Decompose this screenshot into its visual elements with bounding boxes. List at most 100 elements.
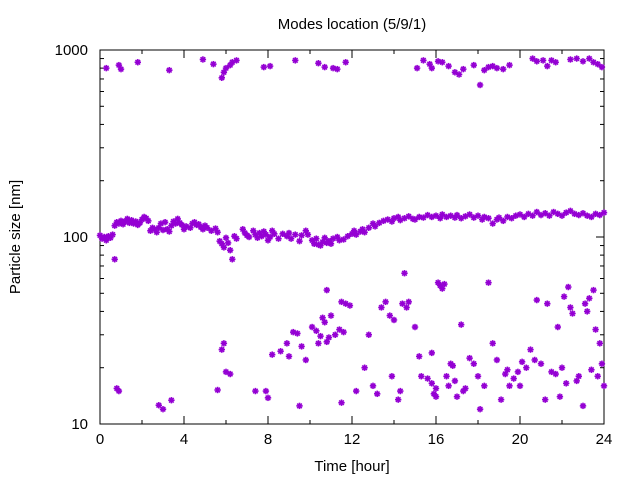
data-point [323,286,330,294]
data-point [516,211,524,218]
axis-ticks [99,49,605,425]
data-point [466,354,473,362]
data-point [596,340,603,347]
data-point [579,402,587,410]
data-point [115,387,123,395]
data-point [428,64,435,72]
data-point [327,312,335,319]
data-point [220,244,228,251]
data-point [596,211,603,219]
data-point [283,340,291,347]
data-point [581,300,589,307]
data-point [546,212,553,219]
data-point [321,319,328,326]
data-point [588,366,595,373]
data-point [313,235,320,242]
data-point [552,59,559,66]
data-point [285,229,293,237]
data-point [411,323,419,331]
data-point [277,348,284,355]
data-point [579,58,587,65]
data-point [214,386,221,394]
data-point [460,387,467,395]
x-tick-labels: 0 4 8 12 16 20 24 [96,431,613,448]
data-point [361,364,368,371]
data-point [554,323,561,331]
data-point [388,373,396,380]
data-point [382,298,389,306]
data-point [567,56,574,63]
data-point [514,368,522,376]
data-point [401,270,408,277]
data-point [296,237,303,245]
data-point [224,239,232,247]
data-point [315,59,322,67]
data-point [153,229,160,236]
data-point [563,380,570,387]
data-point [460,65,467,73]
data-point [504,213,511,221]
data-point [302,356,309,364]
data-point [109,231,116,238]
data-point [418,373,425,380]
x-tick-label: 24 [596,431,613,448]
data-point [227,370,234,378]
data-point [485,279,492,286]
data-point [474,373,482,380]
data-point [233,57,240,64]
data-point [155,402,162,409]
data-point [336,326,343,333]
data-point [565,283,572,291]
y-tick-labels: 10 100 1000 [55,42,88,433]
data-point [203,224,211,231]
data-point [592,326,599,333]
data-point [271,230,278,238]
data-point [474,212,482,219]
data-point [308,323,316,331]
data-point [493,64,501,72]
data-point [598,360,606,367]
data-point [111,256,118,263]
data-point [304,231,312,238]
data-point [575,373,582,380]
data-point [500,217,507,225]
data-point [470,61,477,69]
data-point [397,387,404,395]
data-point [476,405,484,413]
data-point [327,240,335,247]
data-point [405,213,412,220]
data-point [315,340,322,347]
data-point [222,64,230,72]
data-point [531,356,538,364]
data-point [346,302,354,309]
data-point [533,208,540,216]
data-point [145,217,152,225]
y-axis-title: Particle size [nm] [7,180,24,294]
data-point [342,59,349,66]
data-point [166,66,173,74]
data-point [569,310,576,317]
data-point [506,382,513,390]
data-point [493,356,501,364]
data-point [481,66,488,74]
data-point [317,332,324,340]
data-point [552,370,559,378]
data-point [166,228,173,235]
data-point [510,375,517,382]
data-point [340,328,347,336]
data-point [260,63,267,71]
data-point [344,232,351,240]
data-point [567,207,574,215]
data-point [428,380,435,387]
data-point [506,61,513,69]
data-point [405,298,412,306]
data-point [449,362,456,369]
data-point [229,59,236,66]
data-point [451,377,459,385]
y-tick-label: 10 [71,416,88,433]
data-point [269,351,276,358]
data-point [529,212,536,219]
x-tick-label: 0 [96,431,104,448]
data-point [227,246,234,254]
